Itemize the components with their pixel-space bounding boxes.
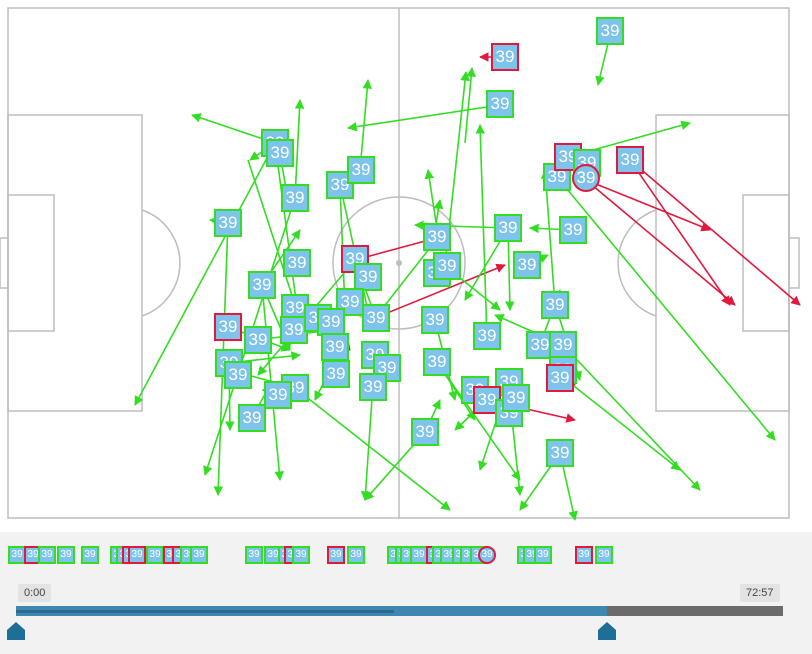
timeline-event-marker[interactable]: 39 (190, 546, 208, 564)
pass-marker[interactable]: 39 (283, 249, 311, 277)
pitch-lines (0, 7, 801, 521)
pass-arrows (134, 34, 801, 521)
pass-marker[interactable]: 39 (224, 361, 252, 389)
pass-marker[interactable]: 39 (362, 304, 390, 332)
pass-marker[interactable]: 39 (354, 263, 382, 291)
timeline-event-marker[interactable]: 39 (128, 546, 146, 564)
timeline-event-marker[interactable]: 39 (292, 546, 310, 564)
successful-pass-arrow (294, 99, 305, 199)
pass-marker[interactable]: 39 (317, 308, 345, 336)
pass-marker[interactable]: 39 (238, 404, 266, 432)
successful-pass-arrow (247, 159, 302, 321)
successful-pass-arrow (540, 169, 556, 306)
slider-handle-icon[interactable] (7, 622, 25, 640)
pass-marker[interactable]: 39 (486, 90, 514, 118)
pass-marker-failed[interactable]: 39 (546, 364, 574, 392)
pass-marker[interactable]: 39 (281, 184, 309, 212)
pass-marker[interactable]: 39 (264, 381, 292, 409)
pass-marker[interactable]: 39 (359, 373, 387, 401)
pass-marker-failed[interactable]: 39 (491, 43, 519, 71)
successful-pass-arrow (436, 361, 521, 481)
pass-marker[interactable]: 39 (502, 384, 530, 412)
pass-marker[interactable]: 39 (411, 418, 439, 446)
timeline-event-marker[interactable]: 39 (57, 546, 75, 564)
pass-marker[interactable]: 39 (244, 326, 272, 354)
start-time-label: 0:00 (18, 584, 52, 602)
pass-marker[interactable]: 39 (549, 331, 577, 359)
pass-marker[interactable]: 39 (596, 17, 624, 45)
successful-pass-arrow (134, 142, 276, 406)
failed-pass-arrow (374, 263, 506, 319)
timeline-event-marker[interactable]: 39 (575, 546, 593, 564)
pass-marker-failed[interactable]: 39 (214, 313, 242, 341)
successful-pass-arrow (556, 176, 776, 441)
timeline-track-inner (16, 610, 394, 613)
timeline-event-marker[interactable]: 39 (595, 546, 613, 564)
pass-marker[interactable]: 39 (322, 360, 350, 388)
timeline-event-marker[interactable]: 39 (327, 546, 345, 564)
successful-pass-arrow (464, 67, 476, 144)
successful-pass-arrow (294, 387, 451, 511)
timeline-event-marker[interactable]: 39 (478, 546, 496, 564)
pass-marker[interactable]: 39 (494, 214, 522, 242)
timeline-panel: 39 39 39 39 39 39 39 39 39 39 39 39 39 39 39 39 39 39 39 39… (0, 532, 812, 654)
successful-pass-arrow (347, 104, 501, 132)
pass-marker-circle[interactable]: 39 (572, 164, 600, 192)
pass-marker[interactable]: 39 (559, 216, 587, 244)
pass-marker[interactable]: 39 (421, 306, 449, 334)
successful-pass-arrow (359, 79, 373, 171)
pass-marker[interactable]: 39 (423, 223, 451, 251)
pass-marker[interactable]: 39 (423, 348, 451, 376)
pass-marker[interactable]: 39 (473, 322, 501, 350)
pass-marker[interactable]: 39 (321, 333, 349, 361)
pass-marker[interactable]: 39 (541, 291, 569, 319)
failed-pass-arrow (585, 179, 736, 306)
failed-pass-arrow (629, 159, 801, 306)
successful-pass-arrow (559, 374, 681, 471)
failed-pass-arrow (629, 159, 731, 306)
timeline-event-marker[interactable]: 39 (81, 546, 99, 564)
timeline-event-marker[interactable]: 39 (38, 546, 56, 564)
timeline-event-marker[interactable]: 39 (347, 546, 365, 564)
pass-marker[interactable]: 39 (546, 439, 574, 467)
pass-marker[interactable]: 39 (248, 271, 276, 299)
successful-pass-arrow (475, 124, 488, 339)
pass-marker[interactable]: 39 (433, 252, 461, 280)
timeline-event-marker[interactable]: 39 (534, 546, 552, 564)
pitch-area: 39 39 39 39 39 39 39 39 39 39 39 39 39 39 39 39 39 39 39 39… (0, 7, 801, 521)
pass-marker[interactable]: 39 (214, 209, 242, 237)
failed-pass-arrow (585, 179, 711, 232)
successful-pass-arrow (562, 344, 701, 491)
pass-marker[interactable]: 39 (266, 139, 294, 167)
pass-marker-failed[interactable]: 39 (616, 146, 644, 174)
pass-marker[interactable]: 39 (513, 251, 541, 279)
timeline-event-marker[interactable]: 39 (245, 546, 263, 564)
pass-marker[interactable]: 39 (347, 156, 375, 184)
timeline-event-marker[interactable]: 39 (146, 546, 164, 564)
slider-handle-icon[interactable] (598, 622, 616, 640)
timeline-track[interactable] (16, 606, 783, 616)
end-time-label: 72:57 (740, 584, 780, 602)
